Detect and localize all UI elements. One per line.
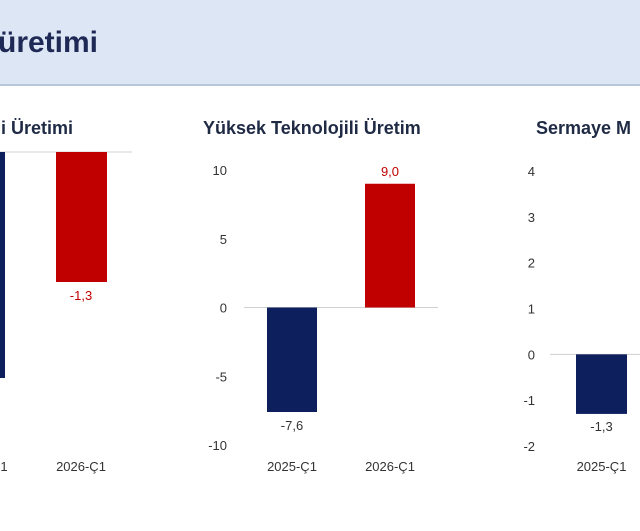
chart-1-bar-2 [56, 152, 107, 282]
chart-3-y-tick-0: 4 [528, 164, 535, 179]
chart-1-category-2: 2026-Ç1 [56, 459, 106, 474]
chart-2-y-tick-4: -10 [208, 438, 227, 453]
chart-3-y-tick-2: 2 [528, 256, 535, 271]
chart-3-y-tick-6: -2 [523, 439, 535, 454]
chart-3-y-tick-3: 1 [528, 302, 535, 317]
chart-1-data-label-2: -1,3 [70, 288, 92, 303]
chart-2-y-tick-0: 10 [213, 163, 227, 178]
chart-2-category-1: 2025-Ç1 [267, 459, 317, 474]
chart-2-data-label-1: -7,6 [281, 418, 303, 433]
chart-1-title: li Üretimi [0, 118, 74, 138]
chart-1-category-1: 1 [0, 459, 7, 474]
chart-1-bar-1 [0, 152, 5, 378]
chart-3-category-1: 2025-Ç1 [577, 459, 627, 474]
chart-2-category-2: 2026-Ç1 [365, 459, 415, 474]
chart-2-y-tick-1: 5 [220, 232, 227, 247]
chart-3-y-tick-1: 3 [528, 210, 535, 225]
chart-2-bar-2 [365, 183, 415, 308]
chart-3-y-tick-5: -1 [523, 393, 535, 408]
chart-3-y-tick-4: 0 [528, 347, 535, 362]
chart-3-data-label-1: -1,3 [590, 419, 612, 434]
header-banner: üretimi [0, 0, 640, 86]
chart-2-y-tick-2: 0 [220, 301, 227, 316]
chart-3-title: Sermaye M [536, 118, 632, 138]
chart-2-y-tick-3: -5 [215, 369, 227, 384]
chart-3-bar-1 [576, 354, 627, 414]
chart-2-bar-1 [267, 307, 317, 412]
page-title: üretimi [0, 26, 99, 59]
chart-2-data-label-2: 9,0 [381, 164, 399, 179]
chart-2-title: Yüksek Teknolojili Üretim [203, 118, 421, 138]
